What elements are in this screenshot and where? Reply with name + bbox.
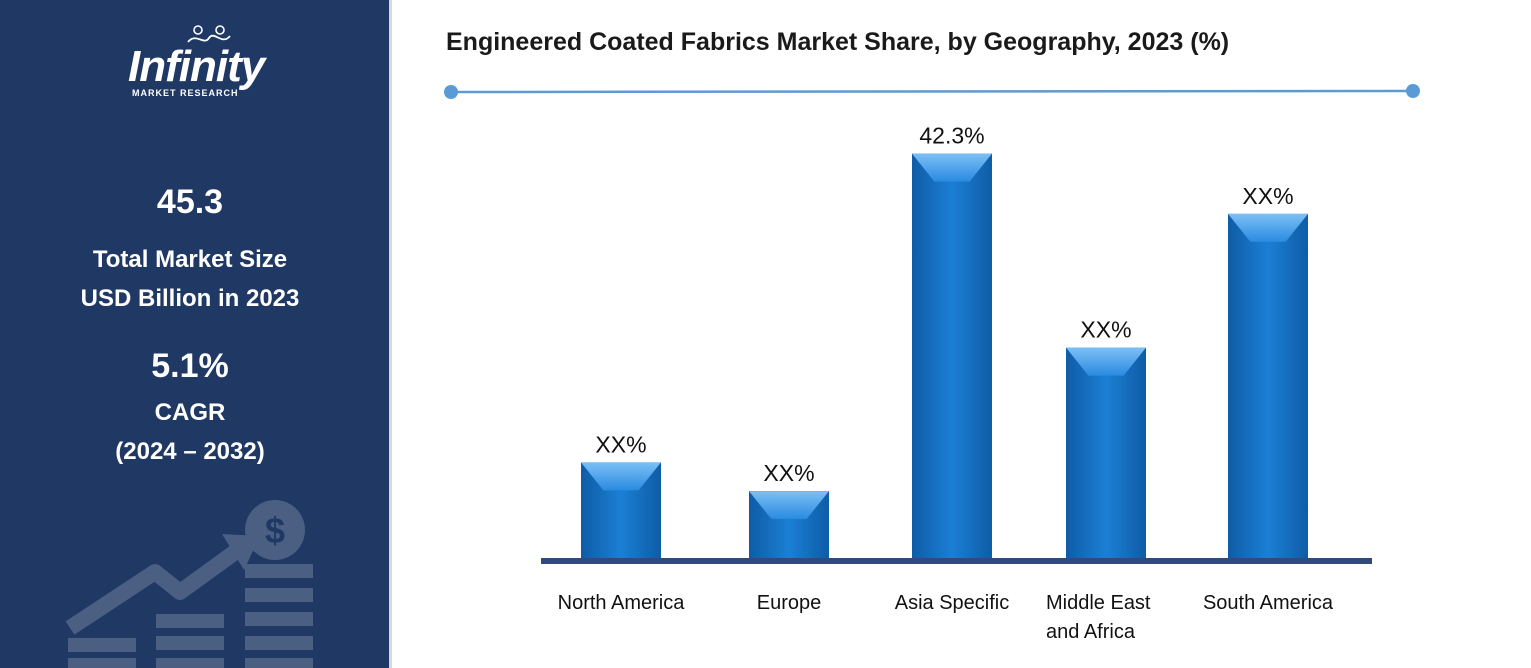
brand-logo: Infinity MARKET RESEARCH bbox=[128, 24, 288, 104]
bar-cap bbox=[1066, 347, 1146, 376]
category-label: North America bbox=[558, 592, 686, 614]
bar-cap bbox=[581, 462, 661, 491]
sidebar-panel: Infinity MARKET RESEARCH 45.3 Total Mark… bbox=[0, 0, 389, 668]
bar-cap bbox=[912, 153, 992, 182]
data-label: XX% bbox=[1242, 183, 1293, 209]
growth-decoration: $ bbox=[65, 500, 313, 668]
bar-3 bbox=[912, 153, 992, 558]
bar-cap bbox=[1228, 213, 1308, 242]
logo-subtext: MARKET RESEARCH bbox=[132, 88, 239, 98]
cagr-value: 5.1% bbox=[151, 347, 229, 385]
bar-body bbox=[1228, 213, 1308, 558]
chart-title: Engineered Coated Fabrics Market Share, … bbox=[446, 28, 1230, 56]
title-rule bbox=[444, 84, 1420, 99]
bar-2 bbox=[749, 491, 829, 558]
cagr-period: (2024 – 2032) bbox=[115, 438, 265, 465]
svg-text:$: $ bbox=[265, 510, 285, 551]
stacked-bars-icon bbox=[68, 564, 313, 668]
data-label: 42.3% bbox=[919, 123, 984, 149]
sidebar-divider bbox=[389, 0, 392, 668]
bar-4 bbox=[1066, 347, 1146, 558]
category-label: South America bbox=[1203, 592, 1334, 614]
cagr-label: CAGR bbox=[154, 399, 226, 426]
category-label: Asia Specific bbox=[895, 592, 1010, 614]
growth-arrow-icon bbox=[65, 534, 260, 635]
bar-5 bbox=[1228, 213, 1308, 558]
market-size-label-1: Total Market Size bbox=[92, 246, 288, 273]
market-size-value: 45.3 bbox=[156, 183, 224, 221]
bar-body bbox=[912, 153, 992, 558]
category-label: Middle East and Africa bbox=[1046, 592, 1151, 643]
logo-figures-icon bbox=[187, 25, 231, 43]
data-label: XX% bbox=[1080, 317, 1131, 343]
bar-1 bbox=[581, 462, 661, 558]
bar-cap bbox=[749, 491, 829, 520]
data-label: XX% bbox=[763, 460, 814, 486]
market-size-label-2: USD Billion in 2023 bbox=[80, 285, 300, 312]
logo-wordmark: Infinity bbox=[128, 42, 265, 91]
bar-body bbox=[1066, 347, 1146, 558]
data-label: XX% bbox=[595, 431, 646, 457]
category-label: Europe bbox=[757, 592, 822, 614]
dollar-coin-icon: $ bbox=[245, 500, 305, 560]
